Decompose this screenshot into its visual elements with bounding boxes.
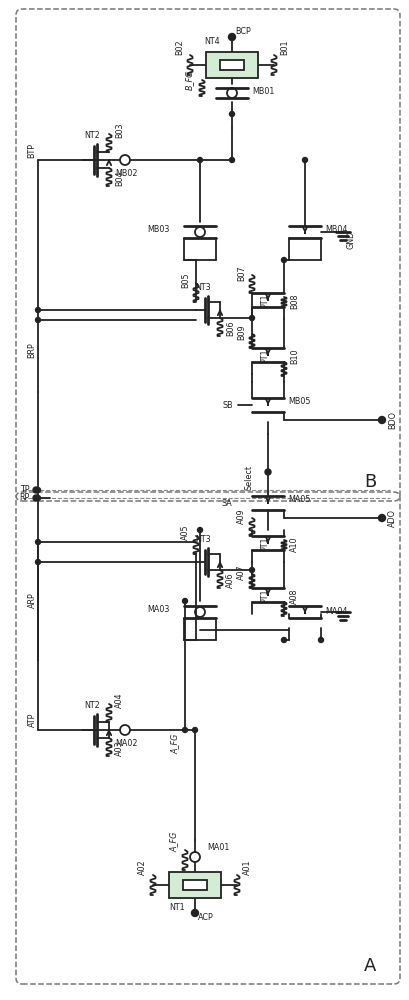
Text: MB05: MB05	[288, 397, 310, 406]
Text: B05: B05	[181, 272, 190, 288]
Text: PT1: PT1	[260, 589, 269, 603]
Text: BTP: BTP	[27, 142, 36, 157]
Text: A09: A09	[237, 508, 246, 524]
Circle shape	[229, 157, 234, 162]
Text: B01: B01	[280, 39, 289, 55]
Text: A07: A07	[237, 564, 246, 580]
Circle shape	[303, 157, 308, 162]
Text: RP: RP	[20, 493, 30, 502]
Text: A: A	[364, 957, 376, 975]
Text: A02: A02	[138, 859, 147, 875]
Text: A01: A01	[243, 859, 252, 875]
Circle shape	[36, 560, 40, 564]
Circle shape	[198, 528, 202, 532]
Text: MA05: MA05	[288, 495, 310, 504]
Circle shape	[378, 416, 386, 424]
Text: B10: B10	[290, 348, 299, 364]
Circle shape	[36, 318, 40, 322]
Text: A03: A03	[115, 740, 124, 756]
Text: GND: GND	[346, 231, 355, 249]
Text: BDO: BDO	[388, 411, 397, 429]
Text: B09: B09	[237, 324, 246, 340]
Circle shape	[193, 728, 198, 732]
Text: A_FG: A_FG	[171, 734, 180, 754]
Circle shape	[229, 33, 236, 40]
Text: B: B	[364, 473, 376, 491]
Circle shape	[36, 488, 40, 492]
Circle shape	[198, 157, 202, 162]
Circle shape	[249, 568, 254, 572]
Text: MA04: MA04	[325, 607, 347, 616]
Text: PT1: PT1	[260, 349, 269, 363]
Text: ARP: ARP	[27, 592, 36, 608]
Circle shape	[191, 910, 198, 916]
Text: A10: A10	[290, 536, 299, 552]
Circle shape	[36, 308, 40, 312]
Text: MB03: MB03	[148, 226, 170, 234]
Text: MA01: MA01	[207, 844, 229, 852]
Text: B03: B03	[115, 122, 124, 138]
Text: MB01: MB01	[252, 88, 274, 97]
Text: MB04: MB04	[325, 226, 347, 234]
Text: NT4: NT4	[204, 37, 220, 46]
Bar	[220, 60, 244, 70]
Text: A06: A06	[226, 572, 235, 588]
Circle shape	[33, 495, 39, 501]
Text: B02: B02	[175, 39, 184, 55]
Text: MB02: MB02	[116, 169, 138, 178]
Circle shape	[281, 638, 286, 643]
Circle shape	[33, 487, 39, 493]
Text: ATP: ATP	[27, 713, 36, 727]
Text: Select: Select	[245, 466, 254, 490]
Text: PT1: PT1	[260, 537, 269, 551]
Text: MA02: MA02	[116, 740, 138, 748]
Circle shape	[265, 469, 271, 475]
Text: NT2: NT2	[84, 131, 100, 140]
Text: A04: A04	[115, 692, 124, 708]
Text: BRP: BRP	[27, 342, 36, 358]
Text: NT1: NT1	[169, 904, 185, 912]
Circle shape	[281, 257, 286, 262]
Text: ADO: ADO	[388, 509, 397, 527]
Text: NT3: NT3	[195, 284, 211, 292]
Text: BCP: BCP	[235, 27, 251, 36]
Text: NT3: NT3	[195, 536, 211, 544]
Bar	[183, 880, 207, 890]
Text: PT1: PT1	[260, 294, 269, 308]
Text: B04: B04	[115, 170, 124, 186]
Circle shape	[319, 638, 324, 643]
Circle shape	[249, 316, 254, 320]
Circle shape	[182, 598, 187, 603]
Text: SA: SA	[221, 498, 232, 508]
Text: A_FG: A_FG	[170, 832, 179, 852]
Circle shape	[36, 540, 40, 544]
Circle shape	[182, 728, 187, 732]
Text: A05: A05	[181, 524, 190, 540]
Text: B06: B06	[226, 320, 235, 336]
Circle shape	[36, 495, 40, 500]
Text: NT2: NT2	[84, 702, 100, 710]
Bar	[206, 52, 258, 78]
Text: B08: B08	[290, 293, 299, 309]
Text: ACP: ACP	[198, 914, 214, 922]
Text: SB: SB	[222, 400, 233, 410]
Text: B07: B07	[237, 265, 246, 281]
Circle shape	[378, 514, 386, 522]
Text: A08: A08	[290, 588, 299, 604]
Bar	[169, 872, 221, 898]
Text: MA03: MA03	[148, 605, 170, 614]
Text: TP: TP	[20, 486, 30, 494]
Text: B_FG: B_FG	[185, 70, 194, 90]
Circle shape	[229, 111, 234, 116]
